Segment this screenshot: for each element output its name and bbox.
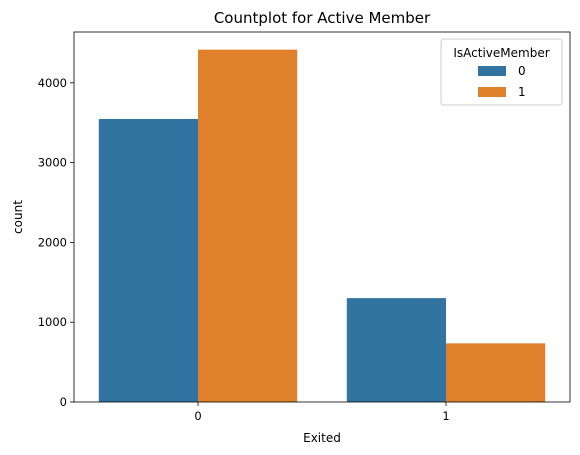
chart-title: Countplot for Active Member	[214, 9, 431, 27]
x-tick-label: 0	[194, 409, 201, 423]
plot-frame	[73, 31, 571, 403]
legend-swatch-0	[478, 66, 506, 76]
y-tick-label: 1000	[38, 315, 67, 329]
x-tick-label: 1	[442, 409, 449, 423]
legend: IsActiveMember 01	[440, 38, 563, 106]
y-tick-label: 2000	[38, 235, 67, 249]
bar-exited-1-active-0	[346, 298, 446, 402]
bar-exited-1-active-1	[446, 343, 546, 402]
legend-label-0: 0	[518, 64, 526, 78]
bar-exited-0-active-0	[98, 118, 198, 402]
legend-swatch-1	[478, 87, 506, 97]
bars-group	[98, 49, 546, 402]
bar-exited-0-active-1	[198, 49, 298, 402]
y-tick-label: 4000	[38, 76, 67, 90]
legend-title: IsActiveMember	[453, 46, 549, 60]
x-axis-label: Exited	[303, 431, 341, 445]
y-tick-label: 3000	[38, 156, 67, 170]
y-tick-label: 0	[60, 395, 67, 409]
y-ticks-group: 0 1000 2000 3000 4000	[38, 76, 74, 409]
y-axis-label: count	[11, 200, 25, 234]
legend-items: 01	[478, 64, 526, 99]
legend-label-1: 1	[518, 85, 526, 99]
